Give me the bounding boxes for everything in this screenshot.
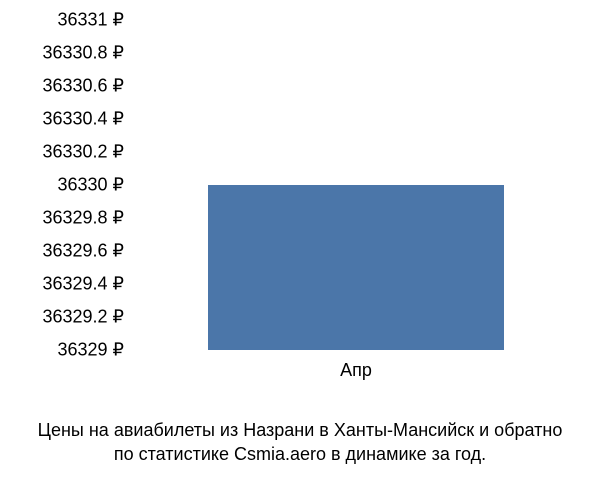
y-tick: 36330.6 ₽: [42, 76, 124, 97]
x-axis-label: Апр: [340, 360, 372, 381]
y-tick: 36329.8 ₽: [42, 208, 124, 229]
y-tick: 36329.2 ₽: [42, 307, 124, 328]
y-tick: 36329.4 ₽: [42, 274, 124, 295]
y-tick: 36329.6 ₽: [42, 241, 124, 262]
bar-apr: [208, 185, 504, 350]
chart-caption: Цены на авиабилеты из Назрани в Ханты-Ма…: [0, 418, 600, 467]
y-axis: 36331 ₽ 36330.8 ₽ 36330.6 ₽ 36330.4 ₽ 36…: [0, 20, 132, 350]
y-tick: 36330.8 ₽: [42, 43, 124, 64]
price-chart: 36331 ₽ 36330.8 ₽ 36330.6 ₽ 36330.4 ₽ 36…: [0, 0, 600, 500]
plot-area: Апр: [132, 20, 580, 350]
y-tick: 36329 ₽: [57, 340, 124, 361]
y-tick: 36331 ₽: [57, 10, 124, 31]
caption-line2: по статистике Csmia.aero в динамике за г…: [114, 444, 486, 464]
y-tick: 36330.4 ₽: [42, 109, 124, 130]
y-tick: 36330.2 ₽: [42, 142, 124, 163]
caption-line1: Цены на авиабилеты из Назрани в Ханты-Ма…: [38, 420, 563, 440]
y-tick: 36330 ₽: [57, 175, 124, 196]
